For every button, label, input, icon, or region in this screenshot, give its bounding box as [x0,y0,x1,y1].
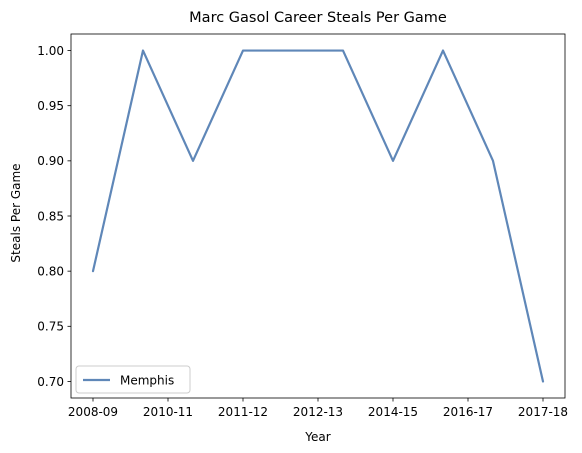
y-tick-label: 0.90 [37,154,64,168]
y-tick-label: 0.75 [37,320,64,334]
x-tick-label: 2014-15 [368,405,418,419]
x-tick-label: 2008-09 [68,405,118,419]
legend-label: Memphis [120,373,174,387]
x-axis-label: Year [304,430,330,444]
plot-frame [70,33,566,399]
x-tick-label: 2016-17 [443,405,493,419]
x-tick-label: 2010-11 [143,405,193,419]
y-tick-label: 1.00 [37,44,64,58]
x-tick-label: 2011-12 [218,405,268,419]
y-axis-label: Steals Per Game [9,163,23,262]
x-tick-label: 2012-13 [293,405,343,419]
y-tick-label: 0.95 [37,99,64,113]
y-tick-label: 0.80 [37,264,64,278]
x-tick-label: 2017-18 [518,405,568,419]
y-tick-label: 0.70 [37,375,64,389]
chart-title: Marc Gasol Career Steals Per Game [189,10,447,26]
legend-box [75,365,191,394]
plot-area: 0.70 0.75 0.80 0.85 0.90 0.95 1.00 2008-09 2010-… [37,33,568,419]
y-tick-label: 0.85 [37,209,64,223]
series-line-memphis [91,49,545,383]
